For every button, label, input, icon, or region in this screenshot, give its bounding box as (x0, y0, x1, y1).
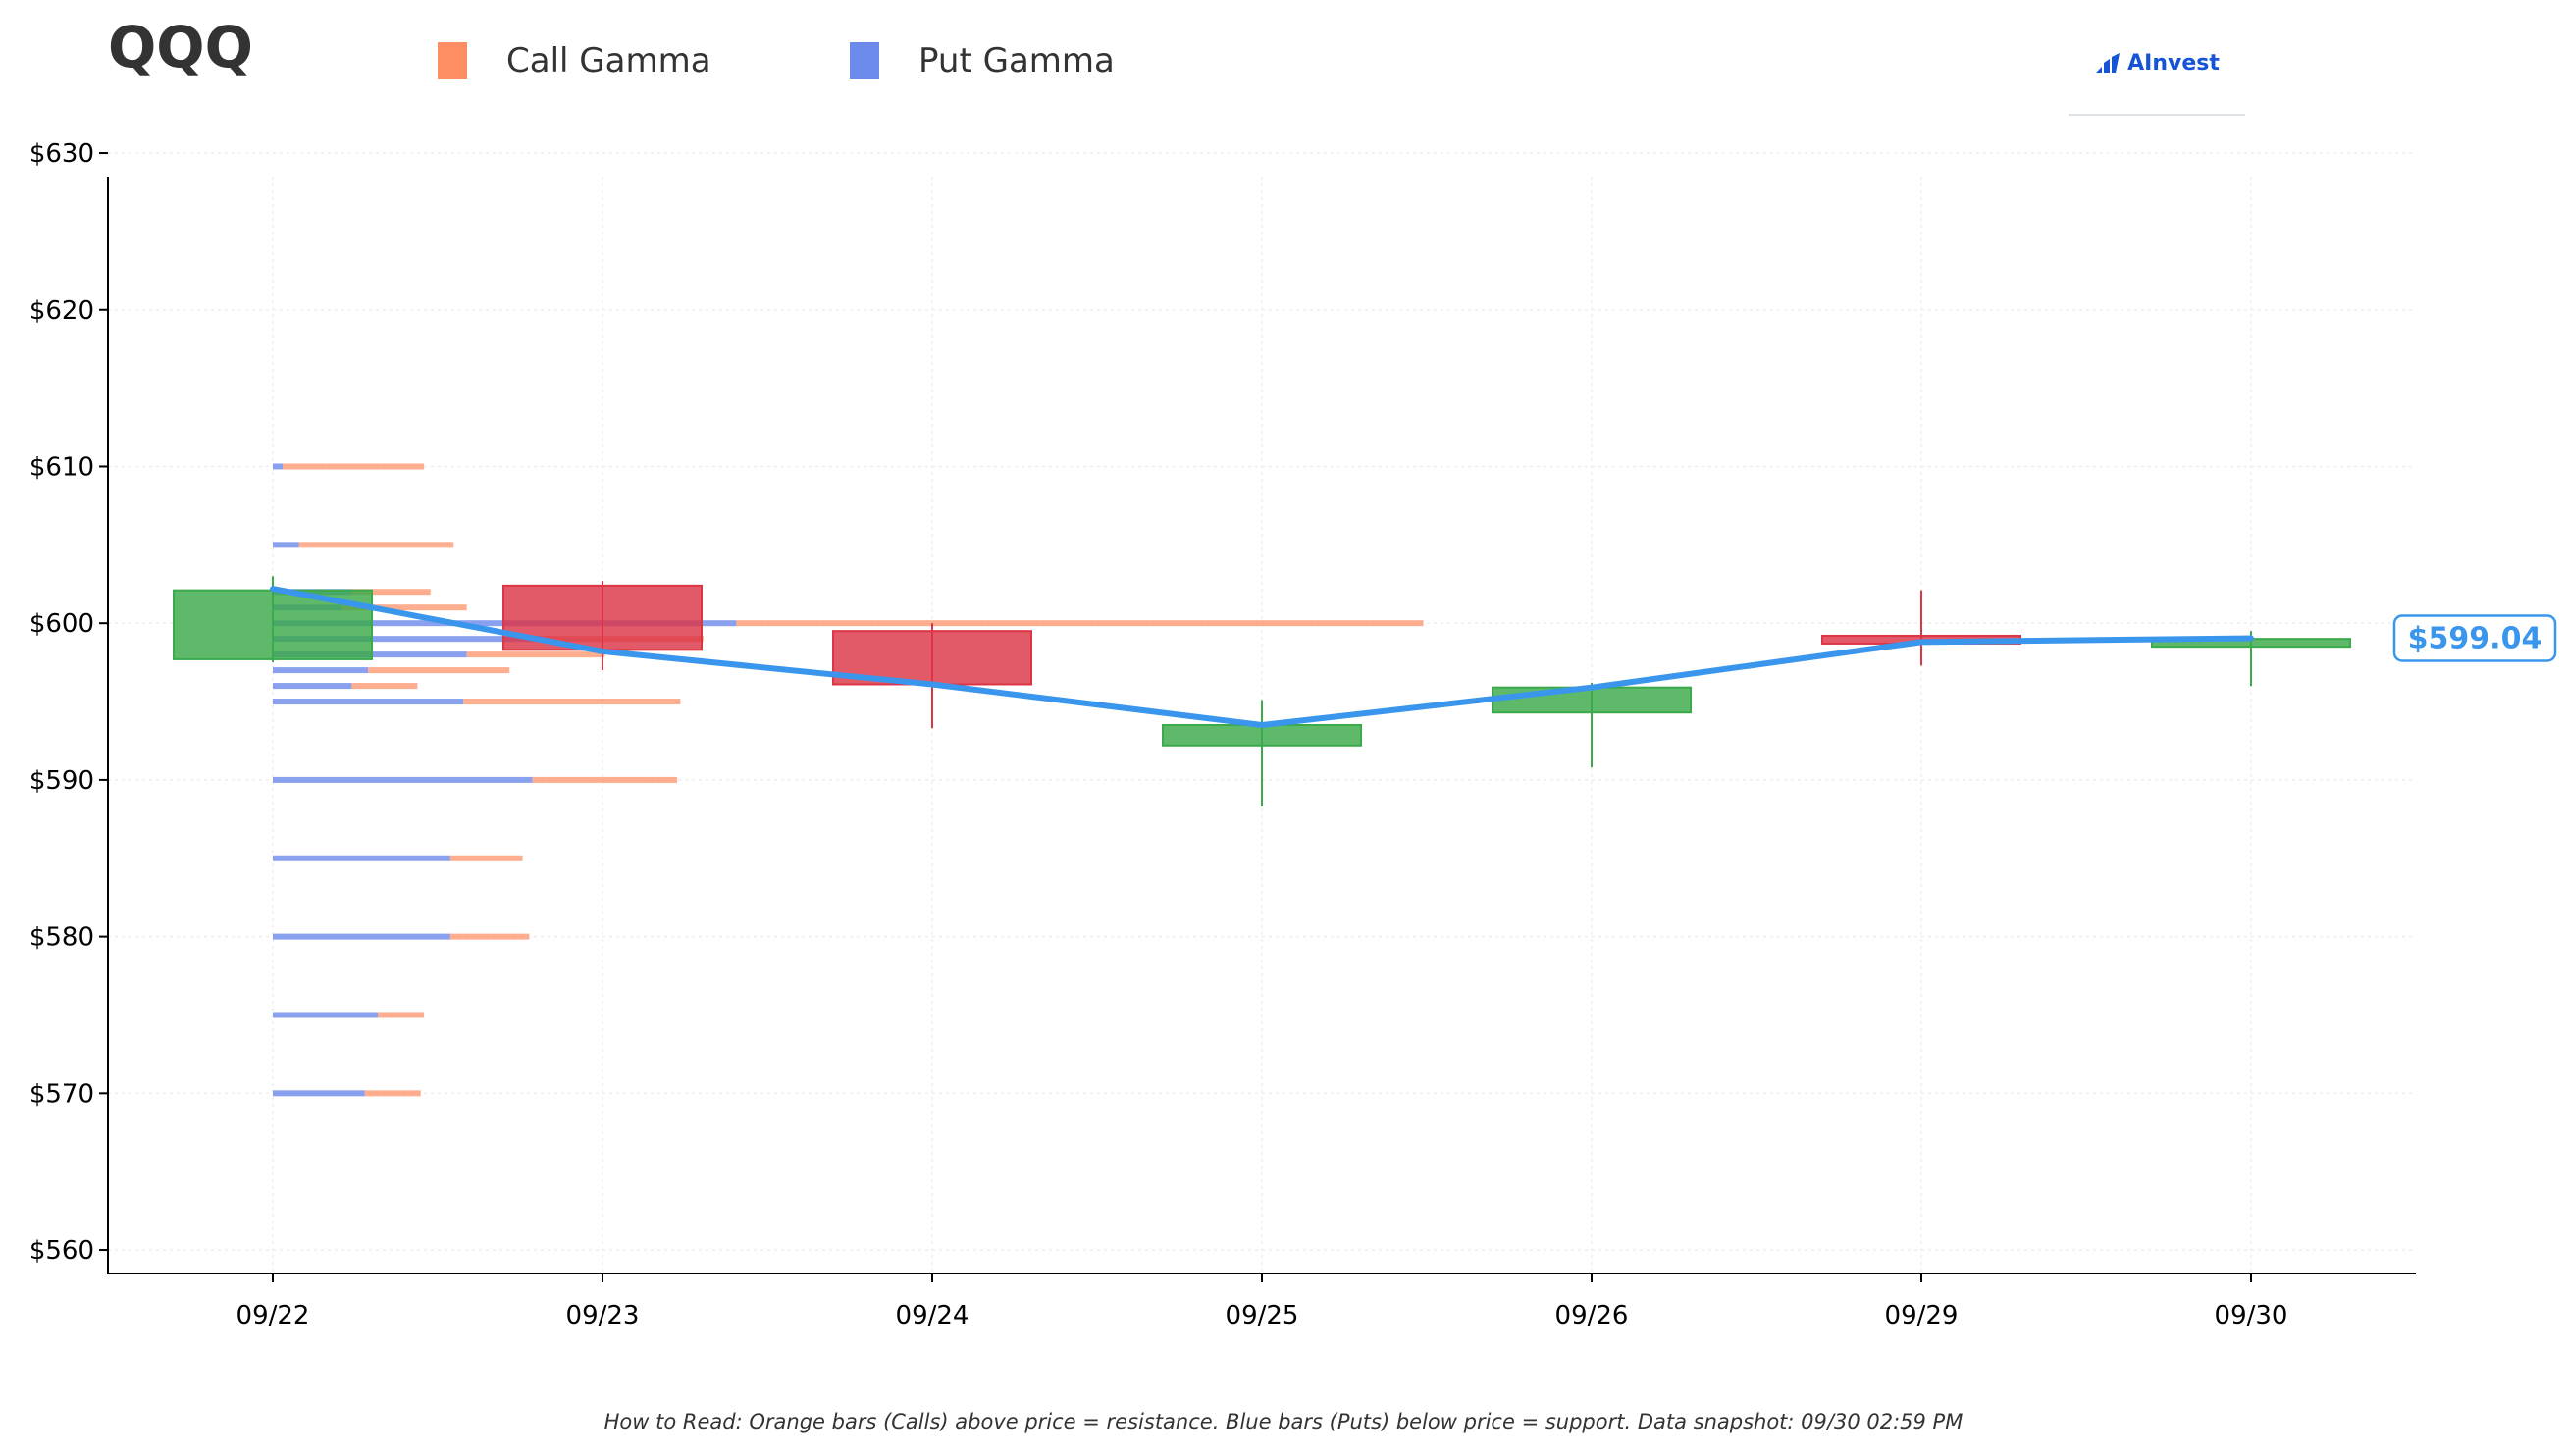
y-tick-label: $580 (29, 923, 94, 953)
tick-labels: $560 $570 $580 $590 $600 $610 $620 $630 09/22 09/… (29, 139, 2288, 1330)
put-gamma-bar (273, 542, 299, 548)
put-gamma-bar (273, 855, 450, 861)
y-tick-label: $590 (29, 766, 94, 796)
candle-body (1162, 724, 1362, 747)
y-tick-label: $610 (29, 452, 94, 482)
candle-body (1492, 686, 1692, 714)
put-gamma-bar (273, 636, 543, 643)
call-gamma-bar (449, 855, 523, 861)
put-gamma-bar (273, 683, 352, 690)
y-tick-label: $560 (29, 1236, 94, 1266)
put-gamma-bar (273, 667, 369, 674)
logo-text: AInvest (2127, 51, 2220, 76)
price-line-layer (270, 586, 2254, 728)
call-gamma-bar (283, 463, 425, 470)
y-tick-label: $600 (29, 609, 94, 639)
y-tick-label: $630 (29, 139, 94, 169)
legend-item-put: Put Gamma (850, 41, 1115, 80)
legend-swatch-call (438, 42, 467, 79)
call-gamma-bar (368, 667, 510, 674)
put-gamma-bar (273, 463, 284, 470)
put-gamma-bar (273, 776, 533, 783)
last-price-badge (2392, 614, 2557, 662)
call-gamma-bar (378, 1012, 425, 1018)
put-gamma-bar (273, 933, 450, 940)
x-tick-label: 09/29 (1885, 1301, 1959, 1330)
ainvest-logo: AInvest (2069, 45, 2245, 116)
put-gamma-bar (273, 1012, 379, 1018)
x-tick-label: 09/26 (1555, 1301, 1629, 1330)
x-tick-label: 09/30 (2215, 1301, 2288, 1330)
put-gamma-bar (273, 699, 464, 705)
bar-chart-icon (2096, 53, 2121, 73)
axes (99, 152, 2416, 1282)
call-gamma-bar (449, 933, 530, 940)
legend-label-call: Call Gamma (506, 41, 711, 80)
footnote: How to Read: Orange bars (Calls) above p… (603, 1410, 1964, 1433)
call-gamma-bar (351, 683, 418, 690)
call-gamma-bar (364, 1090, 421, 1097)
y-tick-label: $620 (29, 296, 94, 326)
legend-label-put: Put Gamma (918, 41, 1115, 80)
last-price-layer: $599.04 (2392, 614, 2557, 662)
x-tick-label: 09/22 (236, 1301, 310, 1330)
ticker-title: QQQ (108, 14, 253, 80)
put-gamma-bar (273, 1090, 365, 1097)
last-price-label: $599.04 (2408, 622, 2542, 656)
x-tick-label: 09/23 (566, 1301, 640, 1330)
call-gamma-bar (463, 699, 681, 705)
x-tick-label: 09/25 (1226, 1301, 1299, 1330)
call-gamma-bar (298, 542, 454, 548)
y-tick-label: $570 (29, 1079, 94, 1109)
call-gamma-bar (466, 651, 605, 658)
call-gamma-bar (341, 604, 467, 611)
legend-item-call: Call Gamma (438, 41, 711, 80)
call-gamma-bar (351, 589, 431, 596)
price-line (270, 586, 2254, 728)
candles (173, 576, 2351, 807)
x-tick-label: 09/24 (896, 1301, 969, 1330)
call-gamma-bar (532, 776, 678, 783)
call-gamma-bar (736, 620, 1424, 627)
legend-swatch-put (850, 42, 879, 79)
